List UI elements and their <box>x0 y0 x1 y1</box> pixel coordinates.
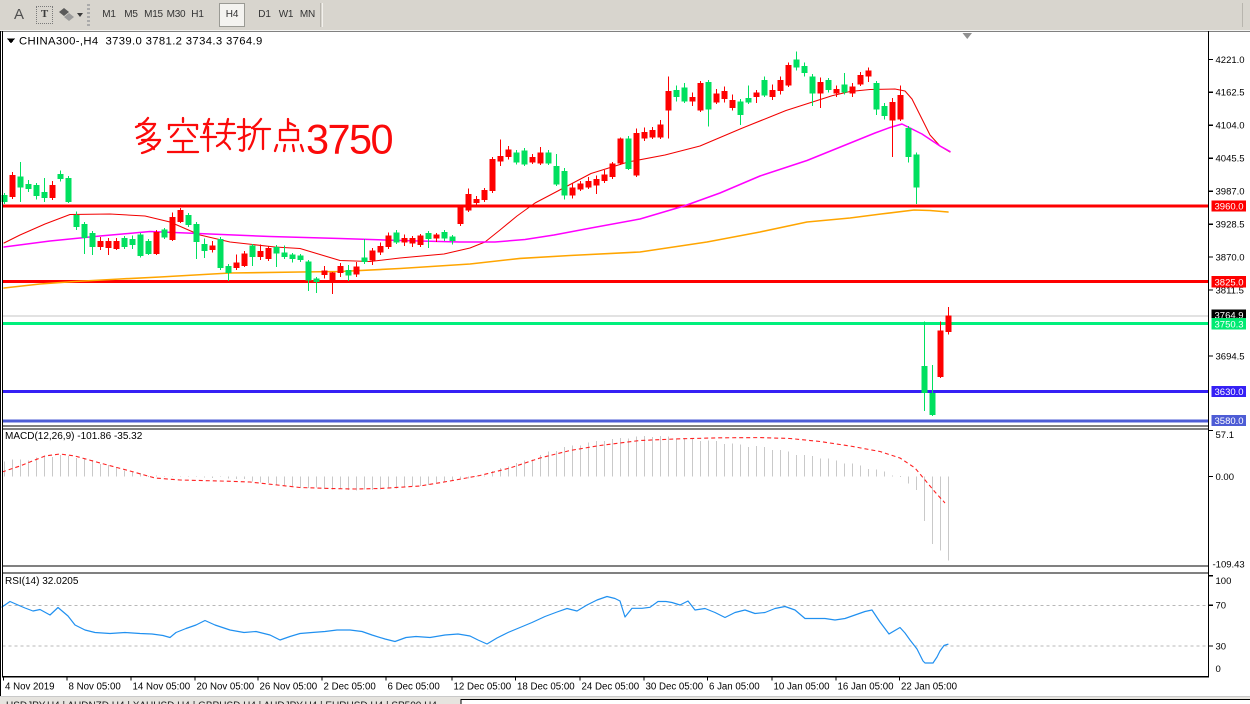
svg-text:CHINA300-,H4 3739.0 3781.2 37: CHINA300-,H4 3739.0 3781.2 3734.3 3764.9 <box>19 36 263 48</box>
svg-text:MACD(12,26,9) -101.86 -35.32: MACD(12,26,9) -101.86 -35.32 <box>5 431 143 442</box>
svg-text:18 Dec 05:00: 18 Dec 05:00 <box>517 682 575 693</box>
svg-text:3764.9: 3764.9 <box>1215 311 1244 322</box>
svg-text:14 Nov 05:00: 14 Nov 05:00 <box>133 682 191 693</box>
svg-text:3630.0: 3630.0 <box>1215 387 1244 398</box>
svg-text:0.00: 0.00 <box>1216 472 1235 483</box>
svg-text:3870.0: 3870.0 <box>1216 253 1245 264</box>
svg-text:USDJPY,H4 | AUDNZD,H4 | XAUUSD: USDJPY,H4 | AUDNZD,H4 | XAUUSD,H4 | GBPU… <box>6 701 437 704</box>
svg-text:24 Dec 05:00: 24 Dec 05:00 <box>582 682 640 693</box>
svg-text:16 Jan 05:00: 16 Jan 05:00 <box>838 682 895 693</box>
svg-text:3580.0: 3580.0 <box>1215 416 1244 427</box>
svg-text:100: 100 <box>1216 576 1232 587</box>
svg-text:12 Dec 05:00: 12 Dec 05:00 <box>454 682 512 693</box>
svg-text:4045.5: 4045.5 <box>1216 154 1245 165</box>
svg-text:30 Dec 05:00: 30 Dec 05:00 <box>646 682 704 693</box>
svg-text:6 Dec 05:00: 6 Dec 05:00 <box>388 682 441 693</box>
svg-text:-109.43: -109.43 <box>1213 559 1245 570</box>
svg-text:4104.0: 4104.0 <box>1216 121 1245 132</box>
svg-text:30: 30 <box>1216 641 1227 652</box>
svg-text:2 Dec 05:00: 2 Dec 05:00 <box>324 682 377 693</box>
svg-text:10 Jan 05:00: 10 Jan 05:00 <box>774 682 831 693</box>
svg-text:4 Nov 2019: 4 Nov 2019 <box>5 682 55 693</box>
svg-text:26 Nov 05:00: 26 Nov 05:00 <box>260 682 318 693</box>
svg-text:3694.5: 3694.5 <box>1216 351 1245 362</box>
svg-text:0: 0 <box>1216 664 1221 675</box>
svg-text:4162.5: 4162.5 <box>1216 88 1245 99</box>
svg-text:4221.0: 4221.0 <box>1216 55 1245 66</box>
svg-text:3928.5: 3928.5 <box>1216 220 1245 231</box>
svg-text:3960.0: 3960.0 <box>1215 202 1244 213</box>
svg-text:RSI(14) 32.0205: RSI(14) 32.0205 <box>5 576 79 587</box>
svg-text:3750.3: 3750.3 <box>1215 319 1244 330</box>
svg-text:3811.5: 3811.5 <box>1216 286 1244 297</box>
svg-text:8 Nov 05:00: 8 Nov 05:00 <box>69 682 122 693</box>
svg-text:70: 70 <box>1216 601 1227 612</box>
svg-text:20 Nov 05:00: 20 Nov 05:00 <box>197 682 255 693</box>
svg-text:6 Jan 05:00: 6 Jan 05:00 <box>709 682 760 693</box>
svg-text:3987.0: 3987.0 <box>1216 187 1245 198</box>
svg-text:3750: 3750 <box>306 116 392 163</box>
svg-text:57.1: 57.1 <box>1216 430 1235 441</box>
svg-text:3825.0: 3825.0 <box>1215 277 1244 288</box>
svg-text:22 Jan 05:00: 22 Jan 05:00 <box>901 682 958 693</box>
